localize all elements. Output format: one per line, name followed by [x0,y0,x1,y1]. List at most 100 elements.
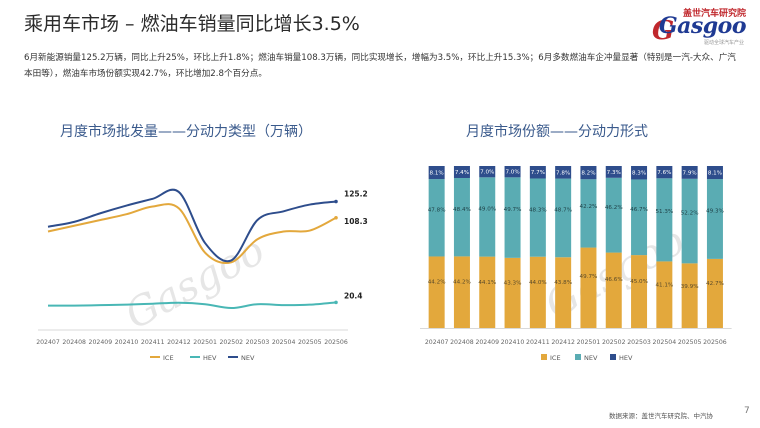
line-x-tick: 202504 [272,339,296,346]
bar-label-ice: 44.1% [478,280,496,286]
bar-legend-swatch-nev [575,354,581,360]
bar-segment-ice [479,256,496,328]
bar-legend-label-nev: NEV [584,354,598,362]
bar-label-ice: 44.0% [529,280,547,286]
bar-segment-nev [428,179,445,257]
bar-x-tick: 202407 [425,339,449,346]
logo-g-icon: G [652,16,675,46]
bar-segment-hev [504,166,521,178]
bar-label-ice: 41.1% [655,283,673,289]
bar-x-tick: 202506 [703,339,727,346]
bar-x-tick: 202505 [678,339,702,346]
bar-segment-nev [706,179,723,259]
bar-legend-label-hev: HEV [619,354,633,362]
line-legend-label-ice: ICE [163,354,174,362]
bar-label-nev: 52.2% [681,210,699,216]
bar-label-ice: 44.2% [453,280,471,286]
bar-segment-ice [656,261,673,328]
line-x-tick: 202502 [219,339,243,346]
bar-label-hev: 7.3% [607,170,621,176]
bar-segment-hev [580,166,597,180]
bar-x-tick: 202412 [551,339,575,346]
line-end-marker-ice [334,215,338,220]
bar-label-nev: 46.2% [605,205,623,211]
bar-chart-title: 月度市场份额——分动力形式 [466,124,648,140]
bar-segment-hev [529,166,546,179]
bar-segment-ice [605,252,622,328]
line-x-tick: 202412 [167,339,191,346]
bar-segment-hev [428,166,445,180]
bar-segment-nev [529,178,546,257]
line-chart-title: 月度市场批发量——分动力类型（万辆） [60,124,312,140]
bar-segment-nev [555,178,572,258]
bar-label-hev: 7.7% [531,170,545,176]
line-series-ice [47,203,337,265]
bar-segment-ice [555,257,572,328]
line-legend-label-nev: NEV [241,354,255,362]
line-x-tick: 202408 [62,339,86,346]
line-series-nev [47,188,337,263]
line-legend-label-hev: HEV [203,354,217,362]
line-x-tick: 202411 [141,339,165,346]
bar-segment-ice [453,256,470,328]
line-x-tick: 202409 [89,339,113,346]
line-x-tick: 202503 [246,339,270,346]
bar-segment-ice [631,255,648,328]
bar-segment-hev [555,166,572,179]
bar-segment-hev [631,166,648,180]
logo-subtitle: 驱动全球汽车产业 [703,40,744,46]
line-series-hev [47,301,337,310]
bar-label-hev: 7.4% [455,170,469,176]
bar-segment-nev [504,177,521,258]
bar-segment-ice [428,256,445,328]
bar-segment-ice [706,258,723,328]
bar-label-ice: 46.6% [605,277,623,283]
bar-label-nev: 51.3% [655,209,673,215]
bar-x-tick: 202502 [602,339,626,346]
bar-segment-ice [504,257,521,328]
bar-x-tick: 202409 [475,339,499,346]
bar-segment-hev [605,166,622,178]
bar-legend-label-ice: ICE [550,354,561,362]
line-end-marker-hev [334,300,338,305]
bar-label-nev: 49.0% [478,207,496,213]
bar-label-nev: 48.4% [453,207,471,213]
brand-logo: G 盖世汽车研究院 Gasgoo 驱动全球汽车产业 [646,6,747,52]
bar-segment-nev [631,179,648,256]
bar-label-hev: 7.0% [505,170,519,176]
bar-label-ice: 44.2% [428,280,446,286]
line-end-marker-nev [334,199,338,204]
bar-label-hev: 8.2% [581,171,595,177]
bar-segment-ice [580,247,597,328]
line-end-label-nev: 125.2 [344,189,368,198]
bar-label-hev: 7.6% [657,170,671,176]
bar-label-hev: 8.1% [430,171,444,177]
bar-label-hev: 8.3% [632,171,646,177]
line-end-label-ice: 108.3 [344,217,368,226]
bar-label-nev: 48.3% [529,207,547,213]
bar-segment-hev [681,166,698,179]
bar-label-ice: 43.3% [504,281,522,287]
bar-label-nev: 47.8% [428,208,446,214]
bar-label-ice: 49.7% [580,274,598,280]
bar-label-hev: 7.9% [683,170,697,176]
bar-label-nev: 49.7% [504,207,522,213]
logo-en-text: Gasgoo [658,13,747,39]
bar-segment-hev [656,166,673,179]
bar-x-tick: 202504 [653,339,677,346]
bar-segment-nev [580,179,597,248]
bar-segment-nev [656,178,673,262]
bar-segment-hev [706,166,723,180]
bar-legend-swatch-hev [610,354,616,360]
bar-segment-nev [479,177,496,257]
bar-x-tick: 202410 [501,339,525,346]
bar-segment-nev [605,177,622,253]
bar-label-hev: 8.1% [708,171,722,177]
summary-text: 6月新能源销量125.2万辆，同比上升25%，环比上升1.8%；燃油车销量108… [24,53,736,79]
bar-label-ice: 43.8% [554,280,572,286]
line-x-tick: 202506 [324,339,348,346]
line-x-tick: 202505 [298,339,322,346]
bar-segment-ice [681,263,698,328]
bar-segment-hev [453,166,470,178]
